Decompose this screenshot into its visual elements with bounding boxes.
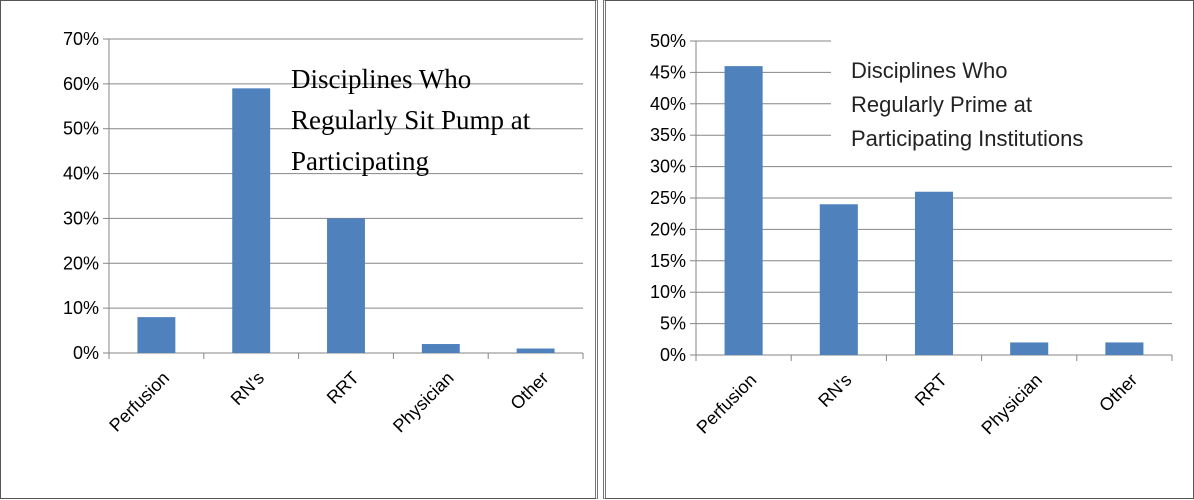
- bar-rns: [819, 204, 858, 355]
- y-tick-label: 45%: [650, 62, 686, 82]
- x-tick-label: Perfusion: [693, 370, 761, 438]
- y-tick-label: 0%: [73, 343, 99, 363]
- y-tick-label: 70%: [63, 29, 99, 49]
- y-tick-label: 10%: [650, 282, 686, 302]
- y-tick-label: 10%: [63, 298, 99, 318]
- y-tick-label: 0%: [660, 345, 686, 365]
- bar-rns: [232, 88, 271, 353]
- y-tick-label: 50%: [650, 31, 686, 51]
- bar-rrt: [327, 218, 365, 353]
- x-tick-label: Other: [506, 368, 552, 414]
- x-tick-label: Other: [1095, 370, 1141, 416]
- chart-title-line: Regularly Sit Pump at: [291, 105, 531, 135]
- bar-perfusion: [724, 66, 763, 356]
- bar-chart-sit-pump: 0% 10% 20% 30% 40% 50% 60% 70% Perfusion RN's RRT P…: [63, 29, 584, 437]
- chart-title-line: Disciplines Who: [851, 58, 1008, 83]
- x-tick-label: RRT: [323, 368, 363, 408]
- bar-other: [1105, 342, 1144, 355]
- chart-panel-sit-pump: 0% 10% 20% 30% 40% 50% 60% 70% Perfusion RN's RRT P…: [0, 0, 598, 499]
- chart-title-line: Participating Institutions: [851, 126, 1083, 151]
- chart-title-line: Participating: [291, 146, 429, 176]
- y-tick-label: 40%: [63, 164, 99, 184]
- chart-title-line: Regularly Prime at: [851, 92, 1032, 117]
- x-tick-label: RRT: [911, 370, 951, 410]
- x-tick-label: Physician: [977, 370, 1046, 439]
- y-tick-label: 30%: [63, 208, 99, 228]
- x-tick-label: RN's: [814, 370, 855, 411]
- chart-panel-prime: 0% 5% 10% 15% 20% 25% 30% 35% 40% 45% 50% Perfusion…: [603, 0, 1194, 499]
- x-tick-label: Physician: [389, 368, 458, 437]
- y-tick-label: 40%: [650, 94, 686, 114]
- bar-physician: [1010, 342, 1049, 355]
- chart-title-line: Disciplines Who: [291, 64, 471, 94]
- y-tick-label: 5%: [660, 314, 686, 334]
- bar-physician: [421, 344, 460, 353]
- y-tick-label: 20%: [63, 253, 99, 273]
- x-tick-label: RN's: [227, 368, 268, 409]
- y-tick-label: 20%: [650, 219, 686, 239]
- y-tick-label: 15%: [650, 251, 686, 271]
- bar-chart-prime: 0% 5% 10% 15% 20% 25% 30% 35% 40% 45% 50% Perfusion…: [650, 31, 1173, 439]
- y-tick-label: 50%: [63, 119, 99, 139]
- y-tick-label: 30%: [650, 157, 686, 177]
- x-tick-label: Perfusion: [105, 368, 173, 436]
- y-tick-label: 25%: [650, 188, 686, 208]
- bar-perfusion: [137, 317, 176, 353]
- bar-rrt: [914, 191, 954, 355]
- y-tick-label: 60%: [63, 74, 99, 94]
- bar-other: [516, 348, 555, 353]
- y-tick-label: 35%: [650, 125, 686, 145]
